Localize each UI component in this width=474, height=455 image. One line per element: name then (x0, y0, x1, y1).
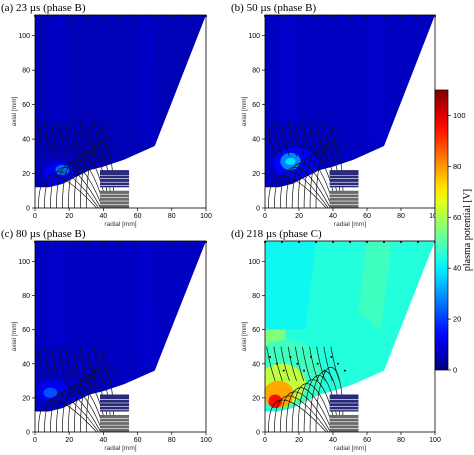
y-tick-label: 60 (22, 102, 30, 109)
x-axis-label: radial [mm] (334, 445, 366, 452)
magnet-assembly (99, 394, 130, 432)
y-axis-label: axial [mm] (241, 97, 248, 127)
y-tick-label: 0 (26, 430, 30, 437)
x-tick-label: 100 (429, 437, 441, 444)
streamline-arrows (39, 355, 117, 372)
magnet-assembly (329, 170, 359, 208)
y-tick-label: 20 (252, 395, 260, 402)
panel-title: (b) 50 µs (phase B) (231, 2, 316, 14)
x-tick-label: 80 (397, 437, 405, 444)
contour-level (285, 158, 296, 165)
x-tick-label: 60 (363, 213, 371, 220)
y-tick-label: 60 (22, 327, 30, 334)
field-background (35, 15, 206, 188)
x-axis-label: radial [mm] (104, 221, 136, 228)
x-tick-label: 80 (168, 437, 176, 444)
contour-level (43, 387, 58, 398)
x-tick-label: 20 (295, 213, 303, 220)
x-axis-label: radial [mm] (334, 221, 366, 228)
y-tick-label: 80 (252, 68, 260, 75)
axes-frame (34, 240, 207, 433)
x-tick-label: 0 (33, 213, 37, 220)
field-contours (273, 15, 388, 179)
probe-markers (263, 14, 437, 18)
colorbar-tick-label: 100 (453, 111, 466, 120)
y-tick-label: 40 (252, 361, 260, 368)
contour-level (268, 394, 283, 409)
y-tick-label: 80 (22, 68, 30, 75)
y-tick-label: 60 (252, 327, 260, 334)
x-axis-label: radial [mm] (104, 445, 136, 452)
y-tick-label: 80 (22, 293, 30, 300)
streamline-arrows (269, 355, 346, 372)
x-tick-label: 20 (65, 437, 73, 444)
y-tick-label: 80 (252, 293, 260, 300)
y-axis-label: axial [mm] (241, 322, 248, 352)
y-tick-label: 40 (22, 361, 30, 368)
x-tick-label: 40 (329, 213, 337, 220)
streamline-arrows (269, 131, 346, 147)
magnet-assembly (99, 170, 130, 208)
panel-title: (a) 23 µs (phase B) (1, 2, 86, 14)
magnet-assembly (329, 394, 359, 432)
panel-1: 0 20 40 60 80 100 0 20 40 60 80 100 radial [mm] axial… (1, 2, 212, 228)
colorbar-tick-label: 0 (453, 366, 457, 375)
x-tick-label: 80 (168, 213, 176, 220)
x-tick-label: 60 (363, 437, 371, 444)
y-tick-label: 100 (248, 259, 260, 266)
y-tick-label: 100 (18, 259, 30, 266)
panel-3: 0 20 40 60 80 100 0 20 40 60 80 100 radial [mm] axial… (1, 228, 212, 452)
x-tick-label: 0 (263, 213, 267, 220)
colorbar-tick-label: 80 (453, 162, 461, 171)
streamline-arrows (39, 131, 117, 147)
x-tick-label: 100 (200, 437, 212, 444)
y-tick-label: 100 (248, 33, 260, 40)
x-tick-label: 40 (100, 213, 108, 220)
y-tick-label: 40 (252, 137, 260, 144)
x-tick-label: 0 (263, 437, 267, 444)
colorbar-tick-label: 20 (453, 315, 461, 324)
x-tick-label: 100 (200, 213, 212, 220)
x-tick-label: 60 (134, 437, 142, 444)
y-axis-label: axial [mm] (11, 322, 18, 352)
colorbar-label: plasma potential [V] (462, 189, 473, 271)
colorbar: 0 20 40 60 80 100 plasma potential [V] (434, 89, 473, 375)
colorbar-tick-label: 60 (453, 213, 461, 222)
y-tick-label: 100 (18, 33, 30, 40)
x-tick-label: 40 (100, 437, 108, 444)
y-tick-label: 0 (26, 206, 30, 213)
x-tick-label: 60 (134, 213, 142, 220)
y-tick-label: 20 (252, 171, 260, 178)
streamlines (266, 121, 344, 209)
x-tick-label: 0 (33, 437, 37, 444)
x-tick-label: 20 (295, 437, 303, 444)
x-tick-label: 40 (329, 437, 337, 444)
panel-title: (d) 218 µs (phase C) (231, 228, 322, 240)
x-tick-label: 80 (397, 213, 405, 220)
colorbar-gradient (434, 89, 449, 371)
y-tick-label: 60 (252, 102, 260, 109)
y-tick-label: 40 (22, 137, 30, 144)
x-tick-label: 20 (65, 213, 73, 220)
colorbar-tick-label: 40 (453, 264, 461, 273)
y-tick-label: 0 (256, 206, 260, 213)
axes-frame (34, 14, 207, 209)
panel-4: 0 20 40 60 80 100 0 20 40 60 80 100 radial [mm] axial… (231, 228, 441, 452)
y-axis-label: axial [mm] (11, 97, 18, 127)
field-background (35, 241, 206, 412)
panel-title: (c) 80 µs (phase B) (1, 228, 86, 240)
y-tick-label: 20 (22, 395, 30, 402)
probe-markers (263, 240, 437, 244)
y-tick-label: 20 (22, 171, 30, 178)
field-background (265, 15, 435, 188)
field-contours (36, 241, 159, 407)
probe-markers (33, 14, 208, 18)
y-tick-label: 0 (256, 430, 260, 437)
